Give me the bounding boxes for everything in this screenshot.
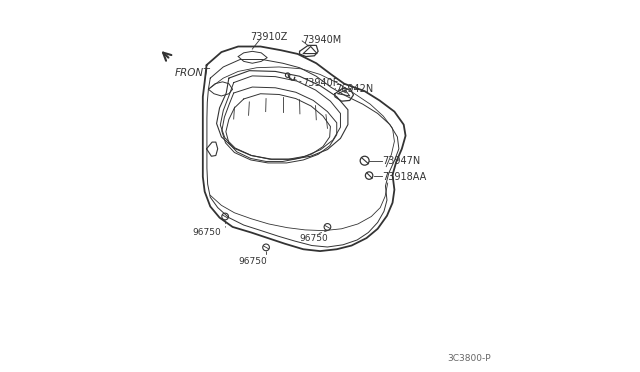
Text: 3C3800-P: 3C3800-P <box>447 354 491 363</box>
Text: 73910Z: 73910Z <box>250 32 287 42</box>
Text: 73918AA: 73918AA <box>383 172 427 182</box>
Text: 73940F: 73940F <box>302 78 339 87</box>
Text: 73947N: 73947N <box>383 156 420 166</box>
Text: FRONT: FRONT <box>175 68 211 78</box>
Text: 96750: 96750 <box>239 257 268 266</box>
Text: 96750: 96750 <box>300 234 328 243</box>
Text: 96750: 96750 <box>192 228 221 237</box>
Text: 73940M: 73940M <box>302 35 341 45</box>
Text: 76942N: 76942N <box>335 84 373 93</box>
